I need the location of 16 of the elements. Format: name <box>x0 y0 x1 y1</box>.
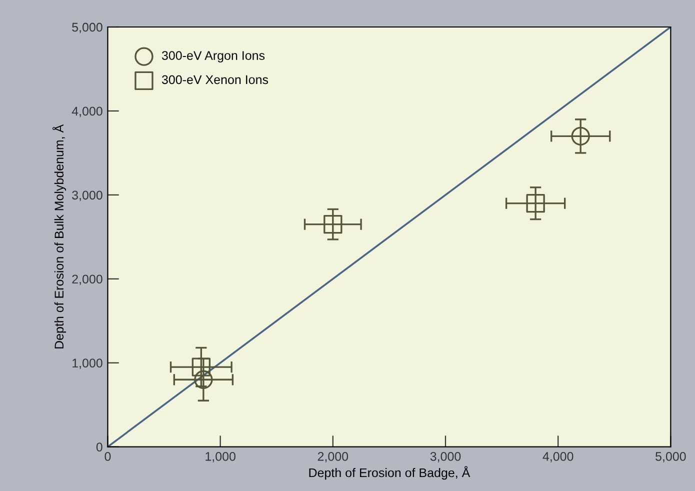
y-axis-title: Depth of Erosion of Bulk Molybdenum, Å <box>52 124 66 348</box>
x-axis-title: Depth of Erosion of Badge, Å <box>309 466 470 480</box>
x-tick-label: 4,000 <box>542 452 574 462</box>
y-tick-label: 1,000 <box>72 358 102 369</box>
y-tick-label: 2,000 <box>72 274 102 286</box>
x-tick-label: 3,000 <box>430 452 461 462</box>
y-tick-label: 5,000 <box>72 22 102 34</box>
x-tick-label: 2,000 <box>318 452 348 462</box>
x-tick-label: 1,000 <box>206 452 236 462</box>
y-tick-label: 4,000 <box>72 106 102 118</box>
legend-label: 300-eV Argon Ions <box>162 51 265 62</box>
x-tick-label: 5,000 <box>656 452 686 462</box>
y-tick-label: 0 <box>96 442 102 452</box>
x-tick-label: 0 <box>104 452 111 461</box>
y-tick-label: 3,000 <box>72 190 102 202</box>
legend-label: 300-eV Xenon Ions <box>162 75 268 84</box>
